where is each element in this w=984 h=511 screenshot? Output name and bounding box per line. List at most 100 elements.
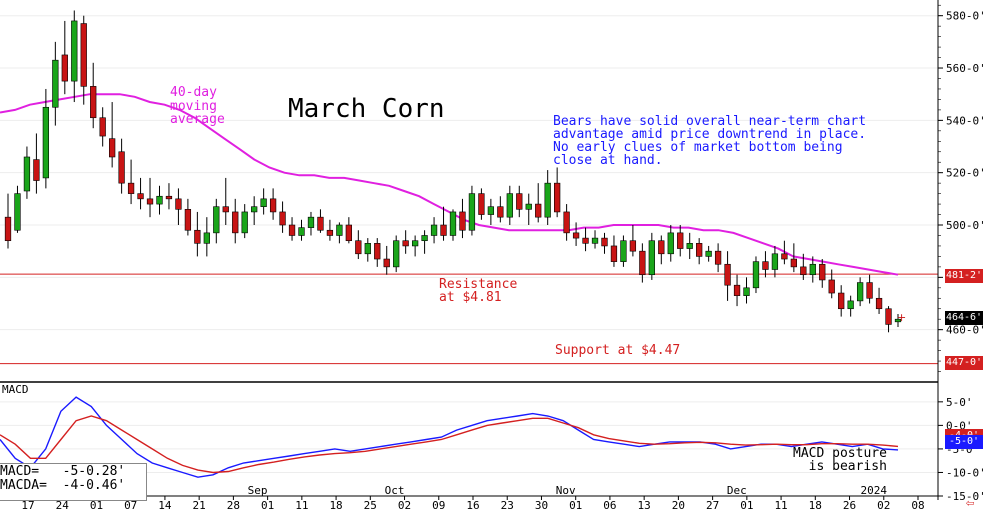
candle [554,167,561,218]
candle-body [894,318,902,323]
candle [33,133,40,194]
month-label: Sep [248,484,268,497]
ma40-line [0,93,899,276]
candle-body [430,224,438,236]
candle [317,209,324,233]
candle [667,225,674,262]
candle [610,235,618,267]
candle [572,222,580,246]
candle-body [800,266,807,276]
candle [393,235,400,273]
candle [468,185,476,236]
candle-body [525,203,532,210]
candle-body [639,250,646,276]
candle [109,102,116,168]
candle-body [544,182,551,218]
candle-body [146,198,154,205]
candle [885,306,892,333]
candle-body [686,243,693,249]
candle [847,295,854,317]
candle [724,251,731,301]
candle-body [61,54,68,82]
candle [686,232,693,260]
moving-average-label: 40-day moving average [170,85,225,128]
date-tick-label: 23 [501,499,514,510]
candle [733,274,741,307]
candle [591,230,599,249]
chart-frame [0,0,939,500]
date-tick-label: 06 [603,499,616,510]
candle [383,245,390,275]
macd-line [0,396,899,478]
candle-body [355,240,362,255]
macd-readout: MACD= -5-0.28' MACDA= -4-0.46' [0,464,126,493]
candle-body [383,258,390,268]
candle [856,277,864,307]
candle-body [648,240,655,276]
candle [251,196,258,226]
candle-body [317,216,324,231]
price-tick-label: 540-0' [946,114,984,127]
macd-y-axis: 5-0'0-0'-5-0'-10-0'-15-0' [938,396,984,503]
candle-body [298,227,305,236]
candle [601,232,608,254]
candle-body [677,232,684,249]
candle-body [705,250,712,257]
candle-body [724,263,731,286]
candle-body [733,284,741,296]
candle [421,230,428,254]
macd-series [0,396,899,478]
candle [213,198,220,244]
candle [42,88,50,189]
date-tick-label: 08 [911,499,924,510]
candle [355,230,362,260]
candle [781,240,788,265]
candle [838,285,845,317]
support-label: Support at $4.47 [555,343,681,358]
macd-panel-title: MACD [2,383,29,396]
date-tick-label: 01 [261,499,274,510]
date-tick-label: 02 [398,499,411,510]
candle [430,217,438,244]
candle [506,185,513,226]
support-price-tag: 447-0' [945,356,983,370]
candle-body [52,59,59,108]
candle [298,219,305,241]
candle-body [23,156,31,192]
date-tick-label: 28 [227,499,240,510]
candle-body [288,224,296,236]
candle-body [478,193,485,215]
candle-body [582,237,589,244]
candle [696,238,703,265]
candle [752,256,760,294]
candle [165,183,173,210]
candle [449,209,457,241]
candle-body [127,182,135,194]
macd-tick-label: 5-0' [946,396,973,409]
candle [790,243,797,273]
macd-readout-box [0,463,147,501]
candle [52,41,59,126]
candle [4,193,12,249]
candle-body [42,106,50,179]
candle-body [819,263,826,281]
candle [743,277,750,304]
candle-body [696,243,703,257]
candle [411,235,419,257]
last-price-tag: 464-6' [945,311,983,325]
candle [819,259,826,288]
back-arrow-icon[interactable]: ⇦ [966,495,975,511]
candle-body [449,211,457,236]
candle-body [468,193,476,231]
candle [269,188,277,220]
candle-body [213,206,220,234]
candle-body [336,224,343,236]
candle-body [175,198,182,210]
date-tick-label: 14 [158,499,172,510]
candle-body [241,211,248,234]
date-tick-label: 25 [364,499,377,510]
candle [71,10,78,103]
candle [525,193,532,226]
macd-tick-label: -15-0' [946,490,984,503]
